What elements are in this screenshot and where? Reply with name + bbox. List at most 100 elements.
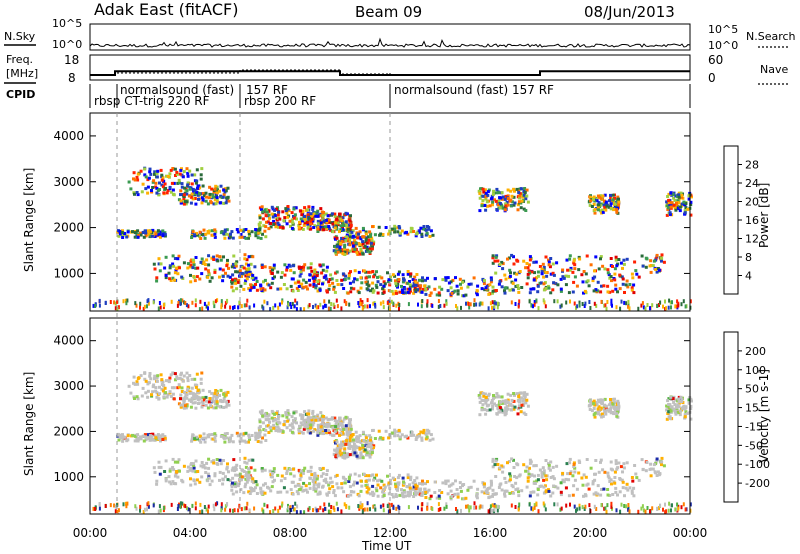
power-cell-146 — [180, 185, 184, 189]
power-cell-2058 — [421, 227, 425, 231]
power-cell-1275 — [622, 262, 626, 266]
power-cell-2291 — [366, 298, 369, 303]
power-cell-906 — [234, 277, 237, 281]
velocity-cell-943 — [270, 485, 274, 489]
velocity-colorbar-tick-label-3: 15 — [745, 402, 759, 415]
velocity-cell-425 — [337, 418, 341, 422]
power-cell-300 — [266, 220, 270, 224]
velocity-cell-1995 — [240, 439, 244, 443]
power-cell-1022 — [310, 269, 314, 273]
velocity-cell-2150 — [194, 506, 197, 511]
velocity-cell-80 — [141, 386, 145, 390]
power-cell-1167 — [418, 289, 422, 293]
velocity-cell-2127 — [473, 501, 476, 506]
velocity-cell-1486 — [491, 492, 495, 496]
power-cell-1401 — [608, 290, 612, 294]
velocity-cell-688 — [345, 455, 349, 459]
power-cell-1980 — [198, 230, 202, 234]
power-cell-1908 — [125, 235, 129, 239]
velocity-cell-87 — [181, 379, 185, 383]
velocity-cell-1930 — [235, 431, 239, 435]
velocity-cell-1959 — [195, 437, 199, 441]
velocity-cell-121 — [188, 374, 192, 377]
power-cell-870 — [297, 265, 301, 269]
velocity-cell-1032 — [349, 473, 352, 477]
velocity-cell-1425 — [637, 478, 641, 482]
velocity-cell-788 — [172, 468, 176, 472]
velocity-cell-60 — [185, 371, 189, 375]
velocity-cell-913 — [269, 489, 273, 493]
velocity-cell-824 — [218, 458, 222, 462]
power-cell-882 — [285, 266, 289, 269]
velocity-cell-116 — [194, 385, 198, 389]
velocity-cell-1587 — [481, 391, 485, 395]
velocity-cell-2172 — [382, 503, 385, 508]
velocity-cell-694 — [371, 446, 375, 450]
velocity-cell-1170 — [456, 495, 460, 499]
velocity-cell-596 — [358, 456, 362, 460]
velocity-cell-154 — [179, 405, 183, 409]
velocity-cell-2107 — [214, 502, 217, 507]
velocity-cell-1622 — [506, 401, 510, 405]
power-cell-1450 — [582, 291, 585, 295]
velocity-cell-1923 — [211, 433, 214, 436]
velocity-cell-355 — [306, 412, 310, 416]
velocity-cell-1071 — [396, 476, 400, 480]
power-cell-39 — [190, 173, 194, 177]
velocity-cell-1201 — [440, 491, 444, 494]
power-ytick-label-0: 4000 — [53, 129, 84, 143]
velocity-cell-1513 — [532, 481, 536, 485]
power-cell-313 — [264, 225, 268, 229]
velocity-cell-1606 — [500, 408, 504, 412]
power-cell-1740 — [589, 199, 593, 203]
power-cell-1993 — [244, 228, 248, 231]
power-cell-314 — [290, 218, 294, 222]
velocity-cell-781 — [176, 460, 180, 464]
velocity-cell-2342 — [324, 506, 326, 511]
power-cell-2299 — [201, 306, 204, 311]
velocity-cell-1422 — [545, 478, 549, 482]
power-cell-1813 — [679, 191, 683, 195]
velocity-cell-1410 — [546, 488, 550, 492]
power-cell-881 — [276, 270, 280, 274]
power-cell-1624 — [515, 187, 519, 191]
velocity-cell-235 — [206, 406, 210, 410]
power-cell-551 — [319, 221, 323, 225]
velocity-cell-419 — [328, 432, 332, 436]
velocity-cell-1090 — [375, 489, 379, 493]
velocity-cell-331 — [311, 409, 315, 413]
velocity-cell-1130 — [335, 473, 339, 477]
velocity-cell-1756 — [678, 413, 682, 417]
velocity-cell-2364 — [445, 502, 448, 507]
velocity-cell-2073 — [345, 437, 349, 441]
velocity-cell-232 — [215, 400, 219, 404]
velocity-cell-1235 — [419, 487, 423, 491]
power-cell-362 — [269, 222, 273, 225]
velocity-cell-365 — [297, 429, 301, 433]
velocity-cell-28 — [129, 391, 133, 395]
power-cell-1633 — [498, 202, 502, 205]
power-cell-1239 — [433, 287, 437, 291]
power-cell-608 — [354, 235, 357, 239]
power-cell-725 — [177, 254, 181, 258]
power-cell-1069 — [372, 289, 376, 293]
power-cell-2117 — [468, 305, 471, 310]
power-cell-1995 — [240, 235, 244, 239]
power-cell-877 — [241, 265, 245, 269]
velocity-cell-1421 — [526, 476, 530, 480]
power-cell-8 — [172, 181, 176, 185]
velocity-cell-100 — [146, 389, 150, 393]
velocity-cell-956 — [270, 475, 274, 479]
velocity-cell-698 — [343, 456, 347, 460]
velocity-cell-91 — [172, 397, 176, 401]
power-cell-306 — [258, 216, 262, 220]
power-cell-1270 — [651, 264, 655, 268]
velocity-cell-1545 — [516, 412, 520, 416]
power-cell-538 — [316, 227, 320, 231]
power-cell-29 — [165, 174, 168, 178]
power-cell-1519 — [540, 272, 544, 276]
power-cell-2006 — [351, 229, 355, 233]
power-cell-2074 — [384, 226, 388, 229]
power-cell-1526 — [501, 206, 505, 210]
power-cell-127 — [169, 168, 173, 172]
